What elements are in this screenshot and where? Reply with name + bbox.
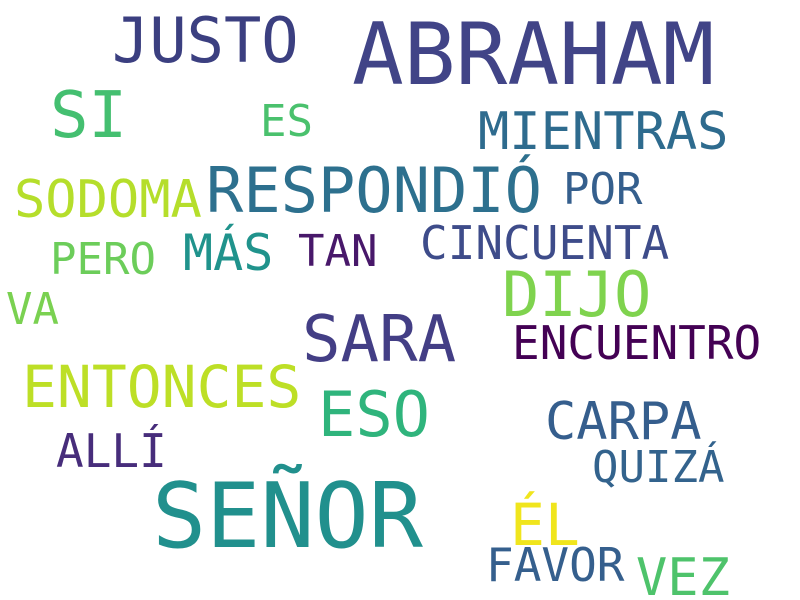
word-sodoma: SODOMA — [14, 170, 202, 230]
word-por: POR — [563, 164, 643, 215]
word-quiza: QUIZÁ — [592, 442, 725, 493]
word-sara: SARA — [302, 303, 457, 377]
word-va: VA — [6, 284, 59, 335]
word-senor: SEÑOR — [152, 464, 423, 569]
word-mientras: MIENTRAS — [478, 102, 729, 162]
word-dijo: DIJO — [502, 258, 652, 331]
word-favor: FAVOR — [486, 538, 625, 592]
word-el: ÉL — [510, 491, 580, 559]
word-es: ES — [260, 96, 313, 147]
word-tan: TAN — [298, 226, 378, 277]
word-encuentro: ENCUENTRO — [512, 316, 762, 370]
word-mas: MÁS — [183, 224, 274, 282]
word-justo: JUSTO — [112, 4, 299, 77]
word-carpa: CARPA — [545, 392, 702, 452]
word-si: SI — [50, 79, 128, 153]
word-pero: PERO — [50, 234, 156, 285]
word-eso: ESO — [318, 378, 430, 451]
word-vez: VEZ — [636, 548, 730, 600]
word-alli: ALLÍ — [56, 424, 167, 478]
word-abraham: ABRAHAM — [352, 5, 715, 105]
word-cincuenta: CINCUENTA — [420, 216, 670, 270]
word-respondio: RESPONDIÓ — [206, 154, 542, 227]
word-entonces: ENTONCES — [22, 353, 302, 421]
